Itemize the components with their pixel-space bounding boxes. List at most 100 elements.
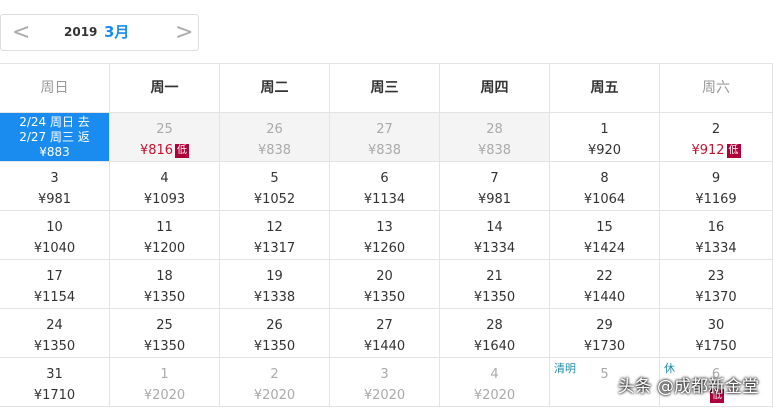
day-cell[interactable]: 27 ¥1440 <box>330 309 440 358</box>
holiday-note: 休 <box>664 362 675 375</box>
day-cell[interactable]: 29 ¥1730 <box>550 309 660 358</box>
day-cell[interactable]: 25 ¥1350 <box>110 309 220 358</box>
price-value: ¥1350 <box>473 290 516 305</box>
price: ¥920 <box>550 143 659 158</box>
price-value: ¥1154 <box>33 290 76 305</box>
day-cell[interactable]: 16 ¥1334 <box>660 211 773 260</box>
day-cell[interactable]: 1 ¥2020 <box>110 358 220 407</box>
day-number: 27 <box>376 318 393 333</box>
price: ¥1730 <box>550 339 659 354</box>
next-month[interactable]: > <box>175 20 194 45</box>
price-value: ¥1334 <box>473 241 516 256</box>
prev-month[interactable]: < <box>12 20 31 45</box>
weekday-header: 周五 <box>550 64 660 113</box>
month-nav: < 2019 3月 > <box>0 14 199 51</box>
day-cell[interactable]: 12 ¥1317 <box>220 211 330 260</box>
price-value: ¥1260 <box>363 241 406 256</box>
price: ¥1154 <box>0 290 109 305</box>
day-number: 6 <box>380 171 389 186</box>
day-cell[interactable]: 休 6 低 <box>660 358 773 407</box>
day-cell[interactable]: 28 ¥838 <box>440 113 550 162</box>
day-cell[interactable]: 9 ¥1169 <box>660 162 773 211</box>
day-number: 27 <box>376 122 393 137</box>
day-number: 23 <box>707 269 725 284</box>
price: ¥1134 <box>330 192 439 207</box>
price-value: ¥2020 <box>363 388 406 403</box>
day-cell[interactable]: 17 ¥1154 <box>0 260 110 309</box>
day-number: 17 <box>46 269 63 284</box>
day-cell[interactable]: 30 ¥1750 <box>660 309 773 358</box>
calendar: 周日 周一 周二 周三 周四 周五 周六 2/24 周日 去 2/27 周三 返 ¥883 25 ¥8… <box>0 63 773 408</box>
day-cell[interactable]: 5 ¥1052 <box>220 162 330 211</box>
day-cell[interactable]: 11 ¥1200 <box>110 211 220 260</box>
day-number: 15 <box>596 220 613 235</box>
price: ¥816 低 <box>110 143 219 158</box>
day-number: 13 <box>376 220 393 235</box>
day-number: 3 <box>50 171 59 186</box>
day-number: 5 <box>270 171 279 186</box>
day-cell[interactable]: 6 ¥1134 <box>330 162 440 211</box>
day-cell[interactable]: 21 ¥1350 <box>440 260 550 309</box>
day-cell[interactable]: 4 ¥1093 <box>110 162 220 211</box>
price: ¥1317 <box>220 241 329 256</box>
price: ¥1750 <box>660 339 772 354</box>
day-cell[interactable]: 1 ¥920 <box>550 113 660 162</box>
price-value: ¥838 <box>257 143 292 158</box>
price-value: ¥2020 <box>473 388 516 403</box>
day-cell[interactable]: 3 ¥2020 <box>330 358 440 407</box>
price-value: ¥1440 <box>363 339 406 354</box>
day-cell[interactable]: 18 ¥1350 <box>110 260 220 309</box>
selected-cell[interactable]: 2/24 周日 去 2/27 周三 返 ¥883 <box>0 113 110 162</box>
day-cell[interactable]: 2 ¥2020 <box>220 358 330 407</box>
low-badge: 低 <box>726 144 741 158</box>
day-cell[interactable]: 2 ¥912 低 <box>660 113 773 162</box>
day-cell[interactable]: 25 ¥816 低 <box>110 113 220 162</box>
day-number: 18 <box>156 269 173 284</box>
day-cell[interactable]: 27 ¥838 <box>330 113 440 162</box>
day-cell[interactable]: 31 ¥1710 <box>0 358 110 407</box>
price: ¥1350 <box>110 339 219 354</box>
price: 低 <box>660 388 772 403</box>
day-cell[interactable]: 20 ¥1350 <box>330 260 440 309</box>
price-value: ¥1730 <box>583 339 626 354</box>
day-cell[interactable]: 7 ¥981 <box>440 162 550 211</box>
price: ¥1710 <box>0 388 109 403</box>
day-cell[interactable]: 10 ¥1040 <box>0 211 110 260</box>
day-cell[interactable]: 13 ¥1260 <box>330 211 440 260</box>
day-cell[interactable]: 4 ¥2020 <box>440 358 550 407</box>
price-value: ¥1350 <box>143 339 186 354</box>
selected-price: ¥883 <box>39 145 70 159</box>
day-cell[interactable]: 26 ¥1350 <box>220 309 330 358</box>
price: ¥1440 <box>550 290 659 305</box>
day-cell[interactable]: 26 ¥838 <box>220 113 330 162</box>
day-number: 31 <box>46 367 63 382</box>
day-cell[interactable]: 28 ¥1640 <box>440 309 550 358</box>
day-cell[interactable]: 8 ¥1064 <box>550 162 660 211</box>
price: ¥1440 <box>330 339 439 354</box>
price: ¥2020 <box>440 388 549 403</box>
day-number: 3 <box>380 367 389 382</box>
day-cell[interactable]: 22 ¥1440 <box>550 260 660 309</box>
day-number: 24 <box>46 318 63 333</box>
day-cell[interactable]: 15 ¥1424 <box>550 211 660 260</box>
price-value: ¥1440 <box>583 290 626 305</box>
weekday-header: 周四 <box>440 64 550 113</box>
day-number: 28 <box>486 318 503 333</box>
price-value: ¥1640 <box>473 339 516 354</box>
price-value: ¥1370 <box>695 290 737 305</box>
day-cell[interactable]: 24 ¥1350 <box>0 309 110 358</box>
day-number: 4 <box>490 367 499 382</box>
day-number: 25 <box>156 318 173 333</box>
day-cell[interactable]: 23 ¥1370 <box>660 260 773 309</box>
price: ¥1334 <box>660 241 772 256</box>
day-cell[interactable]: 3 ¥981 <box>0 162 110 211</box>
day-cell[interactable]: 19 ¥1338 <box>220 260 330 309</box>
price-value: ¥1750 <box>695 339 737 354</box>
day-cell[interactable]: 清明 5 <box>550 358 660 407</box>
price-value: ¥1334 <box>695 241 737 256</box>
day-cell[interactable]: 14 ¥1334 <box>440 211 550 260</box>
price-value: ¥1040 <box>33 241 76 256</box>
price: ¥1040 <box>0 241 109 256</box>
day-number: 26 <box>266 318 283 333</box>
selected-return: 2/27 周三 返 <box>19 130 90 144</box>
